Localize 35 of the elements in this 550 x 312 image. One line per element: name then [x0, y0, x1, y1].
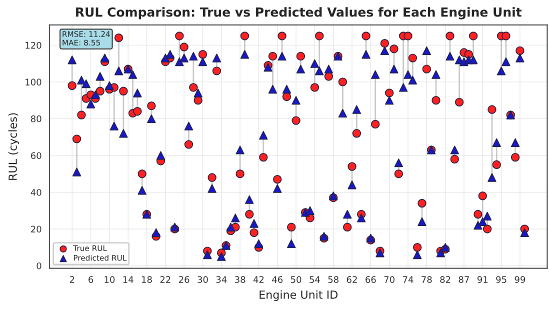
x-tick-label: 30 — [198, 276, 208, 283]
y-tick-label: 40 — [30, 188, 42, 196]
x-tick-label: 99 — [514, 276, 526, 283]
x-tick-label: 38 — [235, 276, 246, 283]
x-tick-label: 82 — [440, 276, 450, 283]
x-tick-label: 78 — [422, 276, 432, 283]
y-tick-label: 120 — [26, 42, 42, 49]
y-tick-label: 100 — [26, 78, 42, 86]
x-tick-label: 18 — [142, 276, 152, 283]
x-tick-label: 14 — [123, 276, 134, 283]
x-tick-label: 22 — [160, 276, 170, 283]
x-tick-label: 50 — [290, 276, 302, 283]
x-tick-label: 87 — [458, 276, 469, 283]
x-tick-label: 91 — [477, 276, 488, 283]
chart-title: RUL Comparison: True vs Predicted Values for Each Engine Unit — [76, 7, 522, 20]
x-tick-label: 34 — [216, 276, 227, 283]
y-tick-label: 0 — [36, 262, 42, 270]
y-axis-title: RUL (cycles) — [8, 113, 20, 180]
x-tick-label: 62 — [346, 276, 357, 283]
x-tick-label: 66 — [366, 276, 376, 283]
y-tick-label: 20 — [31, 226, 42, 233]
x-axis-title: Engine Unit ID — [260, 290, 338, 302]
x-tick-label: 70 — [384, 276, 394, 283]
x-tick-label: 26 — [179, 276, 190, 283]
x-tick-label: 54 — [310, 276, 320, 283]
x-tick-label: 58 — [328, 276, 338, 283]
x-tick-label: 95 — [496, 276, 506, 283]
x-tick-label: 46 — [272, 276, 283, 283]
x-tick-label: 74 — [403, 276, 414, 283]
x-tick-label: 6 — [88, 276, 94, 283]
x-tick-label: 42 — [253, 276, 264, 283]
y-tick-label: 60 — [31, 152, 42, 160]
y-tick-label: 80 — [30, 115, 42, 122]
x-tick-label: 2 — [70, 276, 74, 283]
x-tick-label: 10 — [104, 276, 115, 283]
